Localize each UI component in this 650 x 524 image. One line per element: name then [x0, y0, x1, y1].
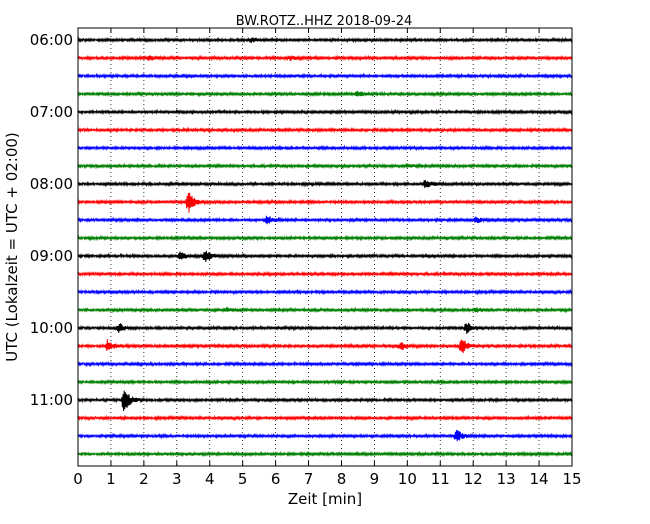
trace-0745 — [77, 162, 573, 170]
trace-0815 — [77, 192, 573, 213]
x-tick-label: 9 — [370, 470, 380, 488]
x-tick-label: 2 — [139, 470, 149, 488]
trace-1100 — [77, 390, 573, 412]
x-tick-label: 4 — [205, 470, 215, 488]
x-tick-label: 5 — [238, 470, 248, 488]
trace-0945 — [77, 306, 573, 314]
x-tick-label: 7 — [304, 470, 314, 488]
trace-1045 — [77, 378, 573, 386]
chart-title: BW.ROTZ..HHZ 2018-09-24 — [236, 14, 412, 29]
trace-1015 — [77, 339, 573, 354]
trace-1145 — [77, 450, 573, 458]
x-tick-label: 6 — [271, 470, 281, 488]
x-tick-label: 0 — [73, 470, 83, 488]
trace-1130 — [77, 430, 573, 442]
trace-0600 — [77, 36, 573, 44]
trace-0915 — [77, 270, 573, 278]
y-tick-label: 06:00 — [30, 31, 73, 49]
plot-frame — [77, 27, 573, 467]
trace-0700 — [77, 108, 573, 116]
x-axis-ticks: 0 1 2 3 4 5 6 7 8 9 10 11 12 13 14 15 — [73, 28, 582, 488]
trace-1115 — [77, 414, 573, 422]
x-tick-label: 14 — [530, 470, 549, 488]
y-tick-label: 08:00 — [30, 175, 73, 193]
trace-0730 — [77, 144, 573, 152]
trace-0715 — [77, 126, 573, 134]
trace-0800 — [77, 180, 573, 189]
y-axis-label: UTC (Lokalzeit = UTC + 02:00) — [3, 132, 21, 362]
x-axis-label: Zeit [min] — [288, 490, 362, 508]
y-tick-label: 11:00 — [30, 391, 73, 409]
x-tick-label: 15 — [562, 470, 581, 488]
x-tick-label: 3 — [172, 470, 182, 488]
trace-0900 — [77, 250, 573, 263]
trace-0930 — [77, 288, 573, 296]
trace-0615 — [77, 54, 573, 62]
trace-1030 — [77, 360, 573, 368]
y-tick-label: 09:00 — [30, 247, 73, 265]
trace-lines — [77, 36, 573, 458]
x-tick-label: 11 — [431, 470, 450, 488]
y-tick-label: 07:00 — [30, 103, 73, 121]
x-tick-label: 13 — [497, 470, 516, 488]
trace-0845 — [77, 234, 573, 242]
x-tick-label: 10 — [398, 470, 417, 488]
x-tick-label: 12 — [464, 470, 483, 488]
x-tick-label: 1 — [106, 470, 116, 488]
y-axis-ticks: 06:00 07:00 08:00 09:00 10:00 11:00 — [30, 31, 572, 409]
trace-0630 — [77, 72, 573, 80]
y-tick-label: 10:00 — [30, 319, 73, 337]
trace-0830 — [77, 215, 573, 225]
x-tick-label: 8 — [337, 470, 347, 488]
trace-0645 — [77, 90, 573, 98]
trace-1000 — [77, 322, 573, 334]
